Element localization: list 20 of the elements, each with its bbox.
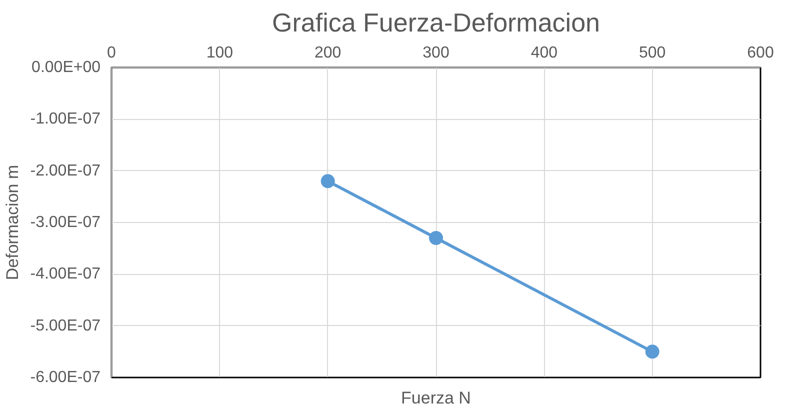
y-tick-label: -2.00E-07 [30,162,101,180]
x-tick-label: 200 [314,44,342,62]
x-tick-label: 400 [530,44,558,62]
point [320,174,335,188]
y-tick-label: -4.00E-07 [30,266,101,283]
x-tick-label: 0 [107,44,116,62]
x-tick-label: 500 [638,44,666,62]
x-axis-title: Fuerza N [401,388,471,408]
chart-title: Grafica Fuerza-Deformacion [272,8,600,38]
y-axis-title: Deformacion m [3,164,22,280]
y-tick-label: -5.00E-07 [30,317,101,334]
y-tick-label: -3.00E-07 [30,214,101,231]
y-tick-label: 0.00E+00 [32,59,101,76]
x-tick-label: 100 [206,44,234,62]
x-tick-label: 600 [747,44,774,62]
point [645,344,660,359]
y-tick-label: -1.00E-07 [30,110,101,128]
x-tick-label: 300 [422,44,450,62]
y-tick-label: -6.00E-07 [30,369,101,386]
point [429,231,443,245]
